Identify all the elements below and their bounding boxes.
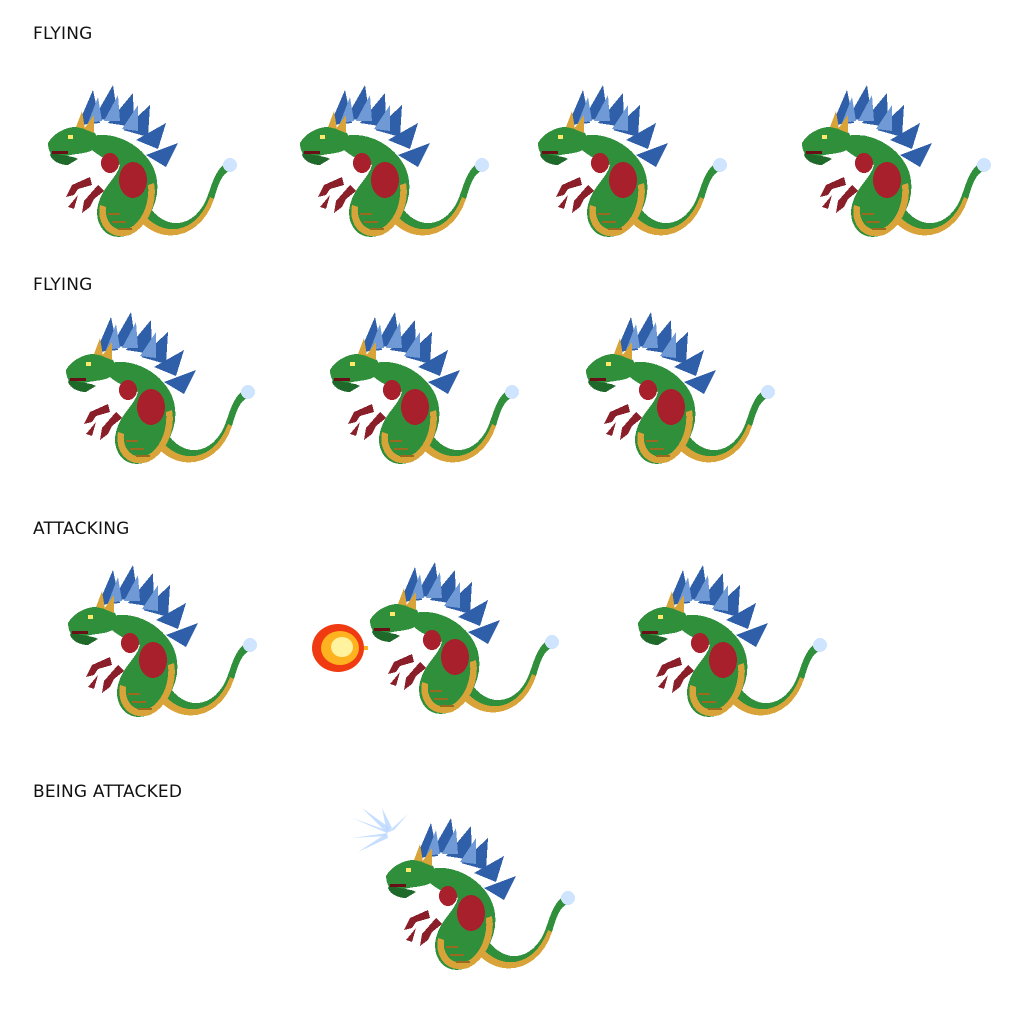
- impact-burst-icon: [352, 808, 408, 852]
- dragon-sprite-attacking-frame-3: [628, 565, 828, 735]
- dragon-sprite-flying-b-frame-1: [56, 312, 256, 482]
- row-label-flying-2: FLYING: [33, 275, 93, 295]
- dragon-sprite-attacking-frame-2: [360, 562, 560, 732]
- dragon-sprite-attacking-frame-1: [58, 565, 258, 735]
- fireball-icon: [312, 624, 368, 672]
- dragon-sprite-flying-b-frame-2: [320, 312, 520, 482]
- dragon-sprite-hit-frame-1: [376, 818, 576, 988]
- row-label-attacking: ATTACKING: [33, 519, 130, 539]
- row-label-being-attacked: BEING ATTACKED: [33, 782, 183, 802]
- dragon-sprite-flying-frame-1: [38, 85, 238, 255]
- dragon-sprite-flying-frame-4: [792, 85, 992, 255]
- dragon-sprite-flying-frame-2: [290, 85, 490, 255]
- dragon-sprite-flying-b-frame-3: [576, 312, 776, 482]
- dragon-sprite-flying-frame-3: [528, 85, 728, 255]
- row-label-flying-1: FLYING: [33, 24, 93, 44]
